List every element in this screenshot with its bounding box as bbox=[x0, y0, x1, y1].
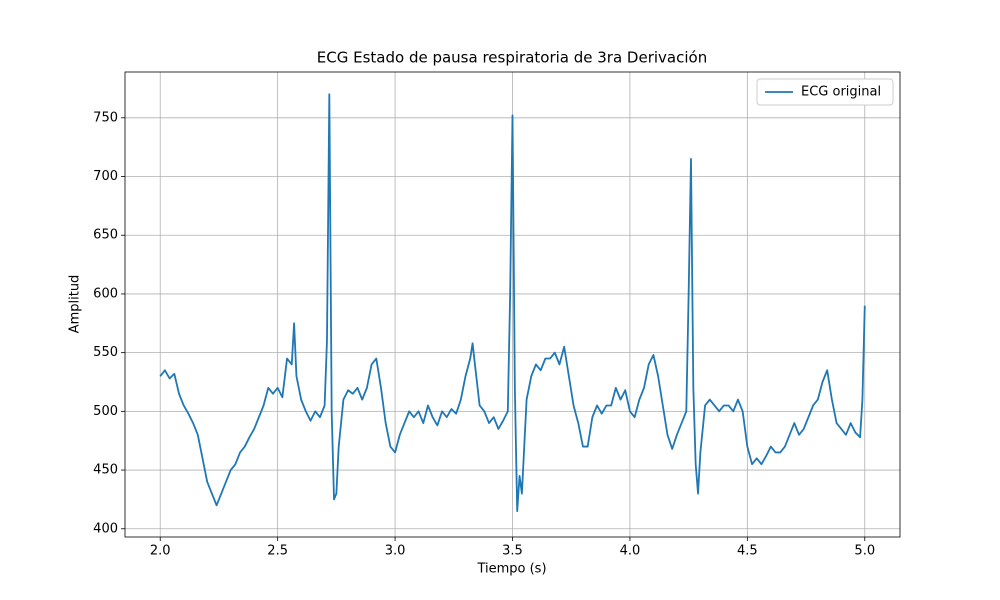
y-tick-label: 400 bbox=[93, 521, 118, 536]
y-tick-label: 700 bbox=[93, 169, 118, 184]
y-tick-label: 600 bbox=[93, 286, 118, 301]
chart-title: ECG Estado de pausa respiratoria de 3ra … bbox=[317, 49, 707, 67]
x-tick-label: 4.5 bbox=[737, 544, 758, 559]
y-tick-label: 650 bbox=[93, 228, 118, 243]
x-tick-label: 2.0 bbox=[150, 544, 171, 559]
y-tick-label: 550 bbox=[93, 345, 118, 360]
data-line bbox=[159, 93, 866, 513]
y-tick-label: 500 bbox=[93, 404, 118, 419]
legend-label: ECG original bbox=[801, 85, 881, 100]
x-tick-label: 5.0 bbox=[854, 544, 875, 559]
x-tick-label: 3.5 bbox=[502, 544, 523, 559]
y-tick-label: 450 bbox=[93, 463, 118, 478]
x-axis-label: Tiempo (s) bbox=[476, 562, 546, 577]
x-tick-label: 3.0 bbox=[385, 544, 406, 559]
y-axis-label: Amplitud bbox=[68, 275, 83, 334]
x-tick-label: 4.0 bbox=[620, 544, 641, 559]
legend-box bbox=[756, 78, 894, 106]
axes-frame bbox=[124, 71, 901, 538]
x-tick-label: 2.5 bbox=[267, 544, 288, 559]
y-tick-label: 750 bbox=[93, 110, 118, 125]
